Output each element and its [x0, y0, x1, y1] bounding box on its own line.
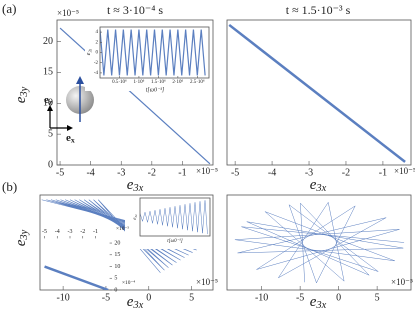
data-line — [100, 29, 206, 76]
y-axis-label: e3y — [13, 229, 30, 246]
panel-title: t ≈ 1.5·10⁻³ s — [286, 3, 351, 17]
axis-label: ez — [44, 94, 53, 107]
x-tick-label: -3 — [305, 167, 313, 178]
y-multiplier: ×10⁻⁴ — [122, 280, 135, 286]
axis-arrow-head — [47, 105, 53, 111]
x-multiplier: ×10⁻⁵ — [394, 166, 415, 176]
x-multiplier: ×10⁻⁵ — [116, 226, 129, 232]
y-tick-label: 0 — [114, 287, 117, 293]
panel: t[ω0⁻¹] e3z — [125, 196, 212, 249]
y-tick-label: 15 — [114, 252, 120, 258]
data-line — [140, 200, 208, 235]
y-tick-label: 0 — [48, 159, 53, 170]
panel-title: t ≈ 3·10⁻⁴ s — [107, 3, 163, 17]
y-tick-label: 5 — [114, 276, 117, 282]
inset-background — [85, 25, 211, 91]
x-tick-label: 1.5·10⁶ — [151, 79, 166, 85]
x-axis-label: t[ω0⁻¹] — [146, 87, 165, 93]
panel: -10 -5 0 5 e3x ×10⁻⁵ — [226, 194, 413, 312]
x-tick-label: -3 — [68, 229, 73, 235]
y-tick-label: -4 — [94, 71, 99, 76]
data-line — [234, 201, 405, 284]
y-tick-label: 10 — [43, 98, 53, 109]
data-line — [228, 23, 406, 163]
x-tick-label: -1 — [178, 167, 186, 178]
x-tick-label: -5 — [102, 292, 110, 303]
x-tick-label: 0 — [146, 292, 151, 303]
panel: 0.5·10⁶ 1·10⁶ 1.5·10⁶ 2·10⁶ 2.5·10⁶ -4 -2 0 2 4 t[… — [85, 25, 211, 93]
plot-frame — [56, 19, 214, 166]
y-tick-label: 2 — [96, 40, 99, 45]
x-axis-label: e3x — [127, 177, 144, 194]
y-multiplier: ×10⁻⁵ — [57, 8, 79, 18]
x-axis-label: e3x — [127, 294, 144, 311]
x-tick-label: -5 — [296, 292, 304, 303]
y-tick-label: 4 — [96, 30, 99, 35]
x-axis-label: e3x — [310, 294, 327, 311]
plot-frame — [226, 194, 412, 291]
x-tick-label: -5 — [42, 229, 47, 235]
x-tick-label: 0 — [336, 292, 341, 303]
plot-frame — [39, 194, 214, 291]
panel: -5 -4 -3 -2 -1 e3x ×10⁻⁵ t ≈ 1.5·10⁻³ s — [226, 3, 415, 195]
x-multiplier: ×10⁻⁵ — [196, 166, 218, 176]
x-axis-label: t[ω0⁻¹] — [167, 238, 183, 244]
panel-label: (a) — [2, 1, 16, 16]
x-tick-label: -2 — [342, 167, 350, 178]
x-tick-label: -10 — [56, 292, 69, 303]
y-tick-label: 15 — [43, 67, 53, 78]
plot-frame — [139, 197, 211, 237]
data-line — [44, 265, 109, 290]
x-axis-label: e3x — [310, 177, 327, 194]
x-tick-label: 5 — [375, 292, 380, 303]
x-tick-label: -4 — [55, 229, 60, 235]
y-tick-label: 20 — [114, 240, 120, 246]
y-tick-label: -2 — [94, 61, 99, 66]
x-tick-label: -3 — [117, 167, 125, 178]
x-tick-label: -1 — [93, 229, 98, 235]
y-tick-label: 10 — [114, 264, 120, 270]
y-tick-label: 0 — [96, 51, 99, 56]
x-tick-label: 1·10⁶ — [133, 79, 144, 85]
y-axis-label: e3z — [86, 48, 92, 55]
x-tick-label: -10 — [255, 292, 268, 303]
x-tick-label: 2.5·10⁶ — [190, 79, 205, 85]
x-tick-label: -4 — [86, 167, 94, 178]
axis-arrow-head — [67, 125, 73, 131]
spin-arrow-head — [76, 76, 84, 84]
axis-label: ex — [66, 132, 75, 145]
plot-frame — [226, 19, 412, 166]
x-tick-label: -2 — [148, 167, 156, 178]
x-tick-label: -5 — [231, 167, 239, 178]
x-tick-label: -5 — [56, 167, 64, 178]
x-tick-label: -1 — [379, 167, 387, 178]
y-tick-label: 20 — [43, 36, 53, 47]
x-tick-label: 2·10⁶ — [172, 79, 183, 85]
x-multiplier: ×10⁻⁵ — [196, 277, 218, 287]
panel: -5 -4 -3 -2 -1 0 5 10 15 20 ×10⁻⁵ ×10⁻⁴ — [42, 226, 135, 293]
x-multiplier: ×10⁻⁵ — [391, 277, 413, 287]
x-tick-label: -4 — [268, 167, 276, 178]
x-tick-label: -2 — [80, 229, 85, 235]
panel-label: (b) — [2, 179, 17, 194]
inset-background — [125, 196, 212, 249]
y-tick-label: 5 — [48, 128, 53, 139]
x-tick-label: 0.5·10⁶ — [112, 79, 127, 85]
y-axis-label: e3z — [133, 214, 138, 220]
y-axis-label: e3y — [13, 86, 30, 103]
x-tick-label: 5 — [189, 292, 194, 303]
